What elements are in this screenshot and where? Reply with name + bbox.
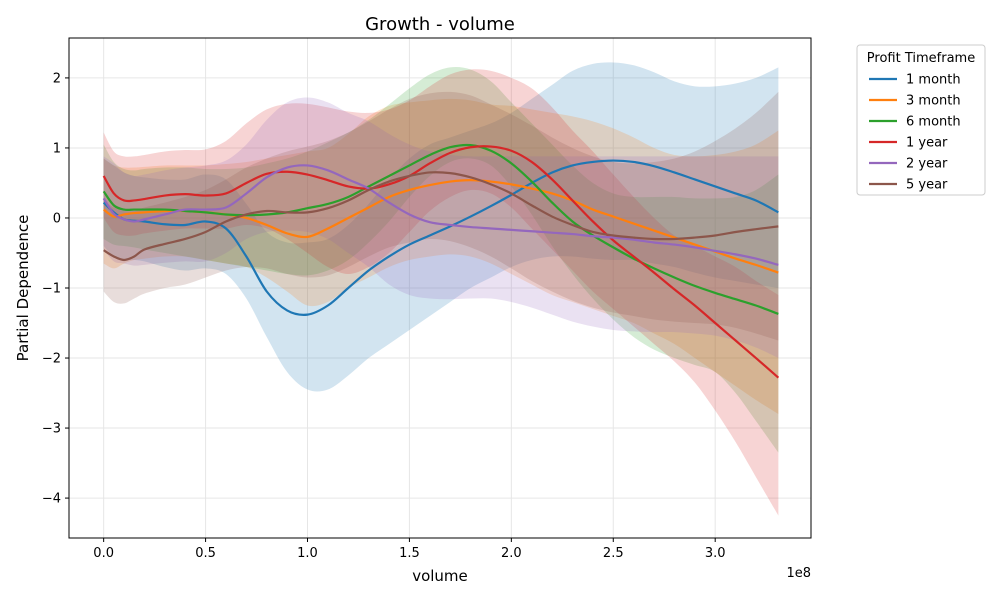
band-1-year: [103, 69, 779, 516]
y-tick-label: −3: [42, 422, 61, 437]
line-1-year: [102, 145, 780, 379]
y-tick-label: 2: [53, 71, 61, 86]
legend-title: Profit Timeframe: [867, 51, 975, 66]
line-1-month: [102, 159, 779, 316]
y-tick-label: −2: [42, 352, 61, 367]
band-1-month: [103, 62, 779, 392]
y-tick-label: −1: [42, 282, 61, 297]
x-axis-label: volume: [412, 567, 468, 585]
band-5-year: [103, 91, 779, 341]
legend-label: 3 month: [906, 94, 961, 109]
y-tick-label: −4: [42, 492, 61, 507]
x-tick-label: 0.0: [93, 546, 114, 561]
x-tick-label: 1.0: [297, 546, 318, 561]
line-5-year: [103, 171, 779, 262]
y-tick-label: 1: [53, 141, 61, 156]
legend-label: 5 year: [906, 178, 948, 193]
x-tick-label: 0.5: [195, 546, 216, 561]
x-offset-label: 1e8: [786, 566, 811, 581]
band-3-month: [103, 98, 779, 415]
legend-items: 1 month 3 month 6 month 1 year 2 year 5 year: [869, 73, 961, 193]
legend-frame: [856, 44, 986, 196]
legend-label: 2 year: [906, 157, 948, 172]
legend-label: 1 month: [906, 73, 961, 88]
chart-title: Growth - volume: [365, 14, 515, 35]
band-2-year: [103, 97, 779, 359]
line-2-year: [102, 164, 779, 266]
y-axis-label: Partial Dependence: [14, 215, 32, 362]
band-6-month: [103, 67, 779, 453]
x-tick-label: 2.5: [603, 546, 624, 561]
x-tick-label: 2.0: [501, 546, 522, 561]
x-tick-label: 1.5: [399, 546, 420, 561]
y-tick-label: 0: [53, 211, 61, 226]
y-ticks: −4 −3 −2 −1 0 1 2: [42, 71, 69, 507]
legend-label: 1 year: [906, 136, 948, 151]
grid: [69, 38, 811, 538]
series-lines: [102, 143, 780, 379]
x-tick-label: 3.0: [705, 546, 726, 561]
x-ticks: 0.0 0.5 1.0 1.5 2.0 2.5 3.0: [93, 538, 726, 561]
legend-label: 6 month: [906, 115, 961, 130]
confidence-bands: [103, 62, 779, 516]
